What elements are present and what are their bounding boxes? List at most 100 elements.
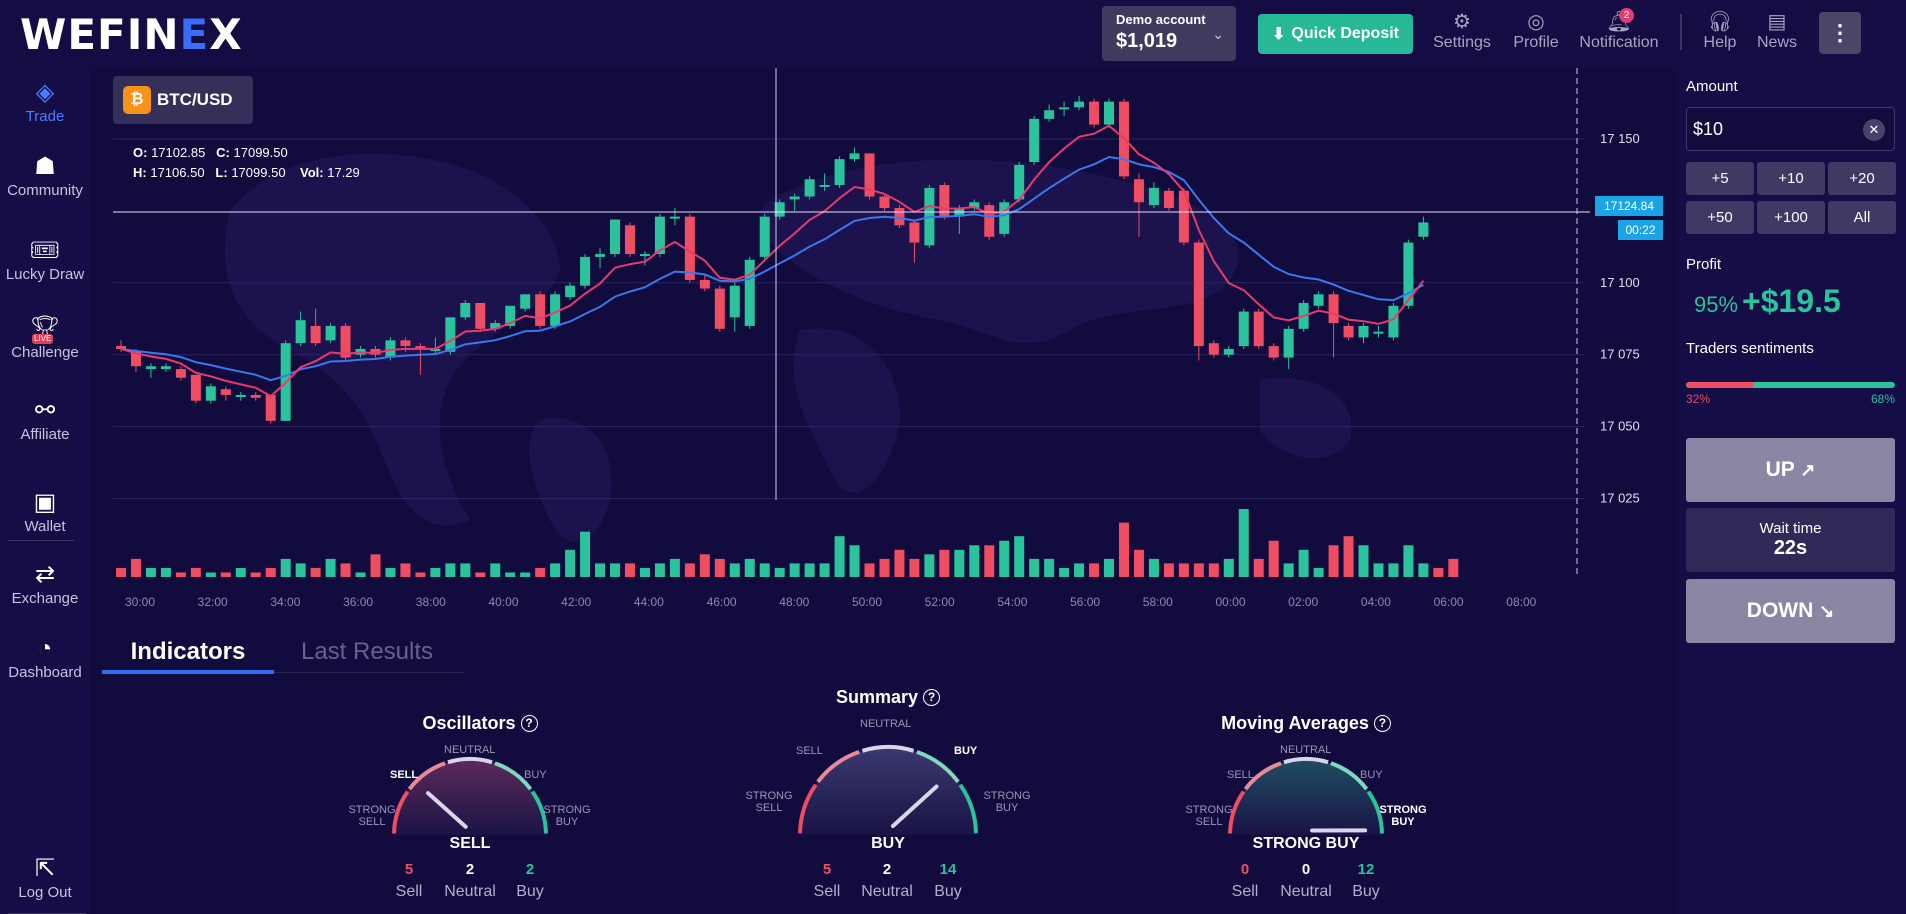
time-tick-label: 04:00 — [1361, 595, 1391, 609]
tab-last-results[interactable]: Last Results — [300, 638, 434, 665]
candle-body — [684, 216, 695, 280]
sidebar-item-dashboard[interactable]: ◔ Dashboard — [0, 634, 90, 681]
time-tick-label: 56:00 — [1070, 595, 1100, 609]
candle-body — [1418, 222, 1429, 237]
volume-bar — [580, 531, 591, 577]
world-map-background — [224, 153, 1352, 542]
sidebar-item-affiliate[interactable]: ⚯ Affiliate — [0, 396, 90, 443]
sidebar-item-challenge[interactable]: 🏆︎ LIVE Challenge — [0, 314, 90, 361]
volume-bar — [550, 563, 561, 577]
candle-body — [445, 317, 456, 352]
volume-bar — [490, 563, 501, 577]
help-button[interactable]: 🎧︎ Help — [1696, 10, 1744, 52]
gauge-zone-arc — [1366, 790, 1384, 834]
time-tick-label: 52:00 — [925, 595, 955, 609]
candle-body — [1089, 101, 1100, 125]
ohlc-readout: O: 17102.85 C: 17099.50 H: 17106.50 L: 1… — [133, 145, 360, 180]
header-divider — [1680, 14, 1682, 50]
volume-bar — [804, 563, 815, 577]
candle-body — [1029, 118, 1040, 163]
quick-amount-button[interactable]: +5 — [1686, 162, 1754, 195]
gauge-zone-arc — [447, 757, 493, 765]
volume-bar — [1298, 549, 1309, 577]
tab-indicators[interactable]: Indicators — [130, 638, 246, 665]
time-tick-label: 08:00 — [1506, 595, 1536, 609]
sidebar-item-trade[interactable]: ◈ Trade — [0, 78, 90, 125]
candle-body — [490, 323, 501, 329]
volume-bar — [280, 558, 291, 577]
candle-body — [250, 394, 261, 398]
sentiment-label: Traders sentiments — [1686, 340, 1814, 357]
quick-amount-button[interactable]: +10 — [1757, 162, 1825, 195]
up-button[interactable]: UP ↗ — [1686, 438, 1895, 502]
candle-body — [325, 325, 336, 341]
volume-bar — [205, 572, 216, 577]
clear-amount-icon[interactable]: ✕ — [1863, 119, 1885, 141]
gauge-title-summary: Summary ? — [738, 687, 1038, 708]
volume-bar — [475, 572, 486, 577]
time-tick-label: 02:00 — [1288, 595, 1318, 609]
candle-body — [744, 259, 755, 326]
wefinex-logo[interactable]: WEFINEX — [20, 10, 243, 59]
help-icon[interactable]: ? — [1373, 715, 1391, 732]
account-selector[interactable]: Demo account $1,019 ⌄ — [1102, 6, 1236, 61]
volume-bar — [445, 563, 456, 577]
more-menu-button[interactable]: ⋮ — [1819, 12, 1861, 54]
time-tick-label: 46:00 — [707, 595, 737, 609]
profile-button[interactable]: ◎ Profile — [1508, 10, 1564, 52]
quick-amount-button[interactable]: All — [1828, 201, 1896, 234]
gauge-oscillators — [392, 757, 548, 835]
trend-up-icon: ↗ — [1800, 460, 1816, 480]
candle-body — [789, 196, 800, 200]
quick-amount-button[interactable]: +20 — [1828, 162, 1896, 195]
quick-amount-button[interactable]: +100 — [1757, 201, 1825, 234]
candle-body — [624, 225, 635, 255]
help-icon[interactable]: ? — [923, 689, 941, 706]
wait-time-box: Wait time 22s — [1686, 508, 1895, 572]
sidebar-item-exchange[interactable]: ⇄ Exchange — [0, 560, 90, 607]
countdown-tag: 00:22 — [1618, 220, 1663, 240]
candle-body — [160, 366, 171, 370]
candle-body — [1148, 187, 1159, 206]
sidebar-item-community[interactable]: ☗ Community — [0, 152, 90, 199]
candle-body — [400, 340, 411, 347]
help-icon[interactable]: ? — [520, 715, 538, 732]
candle-body — [1163, 190, 1174, 209]
chevron-down-icon: ⌄ — [1212, 26, 1224, 42]
candle-body — [699, 279, 710, 289]
price-chart[interactable]: 17 150 17 100 17 075 17 050 17 025 30:00 32:0… — [0, 0, 1676, 614]
candle-body — [175, 369, 186, 378]
sidebar-item-wallet[interactable]: ▣ Wallet — [0, 488, 90, 535]
gauge-label-neutral: NEUTRAL — [1280, 744, 1332, 756]
buy-caption: Buy — [934, 883, 962, 900]
moving-average-fast-line — [120, 124, 1425, 398]
volume-bar — [116, 567, 126, 577]
gauge-moving-averages — [1228, 757, 1384, 835]
volume-bar — [849, 545, 860, 577]
pair-name: BTC/USD — [157, 90, 233, 109]
sidebar-item-lucky-draw[interactable]: 🎟︎ Lucky Draw — [0, 236, 90, 283]
amount-input[interactable]: $10 — [1686, 107, 1895, 151]
quick-amount-button[interactable]: +50 — [1686, 201, 1754, 234]
wait-time-value: 22s — [1773, 537, 1808, 559]
volume-bar — [639, 567, 650, 577]
quick-deposit-button[interactable]: ⬇ Quick Deposit — [1258, 14, 1413, 54]
down-button[interactable]: DOWN ↘ — [1686, 579, 1895, 643]
kebab-menu-icon: ⋮ — [1829, 20, 1851, 45]
candle-body — [1044, 110, 1055, 119]
pair-selector[interactable]: ₿ BTC/USD — [113, 76, 253, 124]
share-icon: ⚯ — [34, 397, 56, 424]
logout-button[interactable]: ⇱ Log Out — [0, 854, 90, 901]
volume-bar — [1253, 558, 1264, 577]
sentiment-up: 68% — [1871, 392, 1896, 406]
time-tick-label: 32:00 — [198, 595, 228, 609]
volume-bar — [145, 567, 156, 577]
buy-count: 14 — [939, 861, 957, 878]
account-balance: $1,019 — [1116, 30, 1178, 52]
settings-button[interactable]: ⚙ Settings — [1430, 10, 1494, 52]
volume-bar — [430, 567, 441, 577]
volume-bar — [969, 545, 980, 577]
news-button[interactable]: ▤ News — [1750, 10, 1804, 52]
amount-label: Amount — [1686, 78, 1738, 95]
gauge-label-strong-sell: STRONG SELL — [745, 790, 793, 814]
